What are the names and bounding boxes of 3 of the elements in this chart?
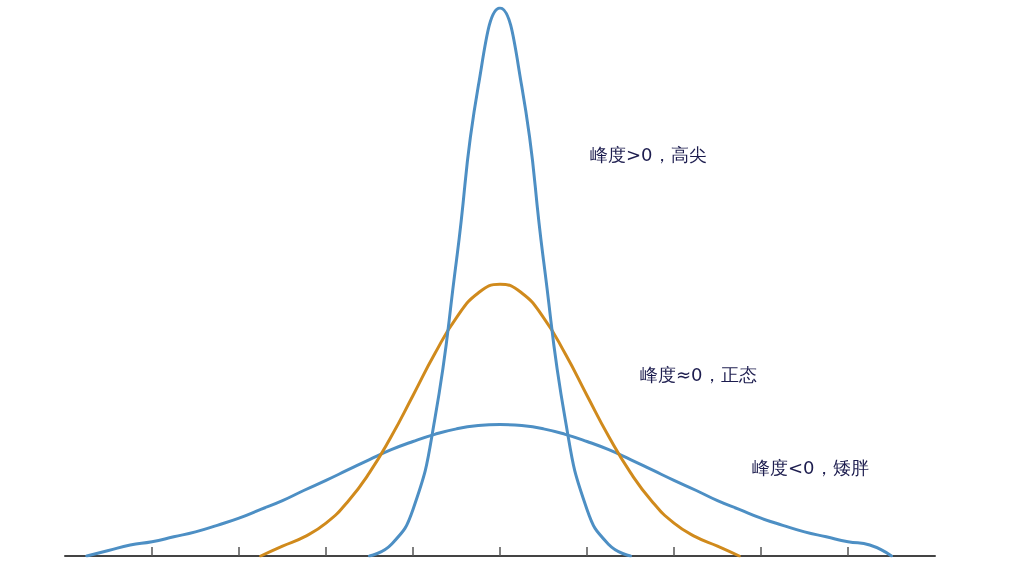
annotation: 峰度≈0，正态 [640,363,757,385]
annotation: 峰度<0，矮胖 [752,456,869,478]
annotation: 峰度>0，高尖 [590,143,707,165]
